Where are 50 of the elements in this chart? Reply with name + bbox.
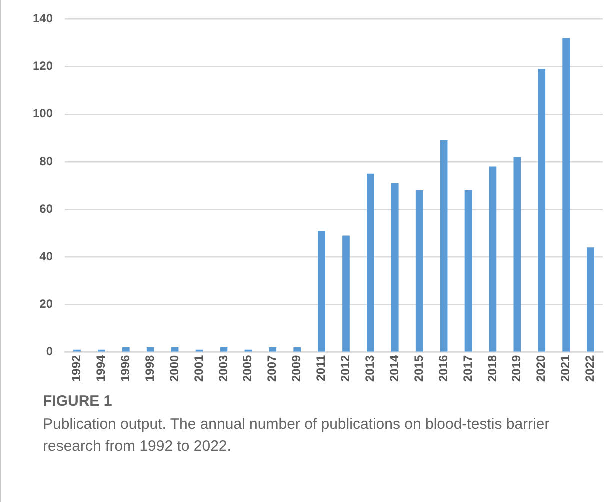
text: FIGURE 1 <box>43 393 114 410</box>
x-tick-label: 2016 <box>436 354 450 382</box>
bar <box>146 348 154 352</box>
bar <box>391 183 399 352</box>
bar <box>269 348 277 352</box>
x-tick-label: 1998 <box>142 354 157 382</box>
bar <box>538 69 546 352</box>
x-tick-label: 2011 <box>314 354 328 382</box>
y-tick-label: 20 <box>40 297 54 312</box>
bar <box>171 348 179 352</box>
bar <box>367 174 374 352</box>
y-tick-label: 60 <box>40 202 54 216</box>
x-tick-label: 2021 <box>558 354 573 382</box>
bar <box>440 140 448 352</box>
bar <box>318 230 326 352</box>
x-tick-label: 2009 <box>290 354 304 382</box>
bar <box>416 190 424 352</box>
x-tick-label: 2013 <box>363 354 378 382</box>
bar <box>587 248 594 352</box>
bar <box>464 190 472 352</box>
bar <box>514 157 522 352</box>
y-tick-label: 140 <box>32 12 54 26</box>
bar <box>294 348 301 352</box>
bar <box>122 348 130 352</box>
bar <box>220 348 228 352</box>
y-tick-label: 100 <box>32 106 54 121</box>
y-tick-label: 40 <box>40 249 54 264</box>
x-tick-label: 2003 <box>216 354 230 382</box>
x-tick-label: 1994 <box>94 354 108 382</box>
x-tick-label: 2015 <box>412 354 426 382</box>
x-tick-label: 2020 <box>534 354 548 382</box>
bar <box>489 166 497 352</box>
x-tick-label: 1996 <box>118 354 132 382</box>
x-tick-label: 2000 <box>167 354 182 382</box>
x-tick-label: 2022 <box>583 354 598 382</box>
x-tick-label: 2012 <box>338 354 353 382</box>
x-tick-label: 2018 <box>485 354 500 382</box>
x-tick-label: 2017 <box>460 354 475 382</box>
text: Publication output. The annual number of publications on blood-testis barrier research from 1992 to 2022. <box>43 415 551 457</box>
x-tick-label: 2007 <box>265 354 280 382</box>
bar <box>342 236 350 352</box>
x-tick-label: 2005 <box>240 354 255 382</box>
y-tick-label: 120 <box>32 59 54 74</box>
x-tick-label: 2014 <box>387 354 402 382</box>
y-tick-label: 80 <box>40 154 54 168</box>
x-tick-label: 2019 <box>510 354 524 382</box>
x-tick-label: 1992 <box>70 354 84 382</box>
bar <box>562 38 570 352</box>
y-tick-label: 0 <box>46 344 54 359</box>
x-tick-label: 2001 <box>192 354 206 382</box>
